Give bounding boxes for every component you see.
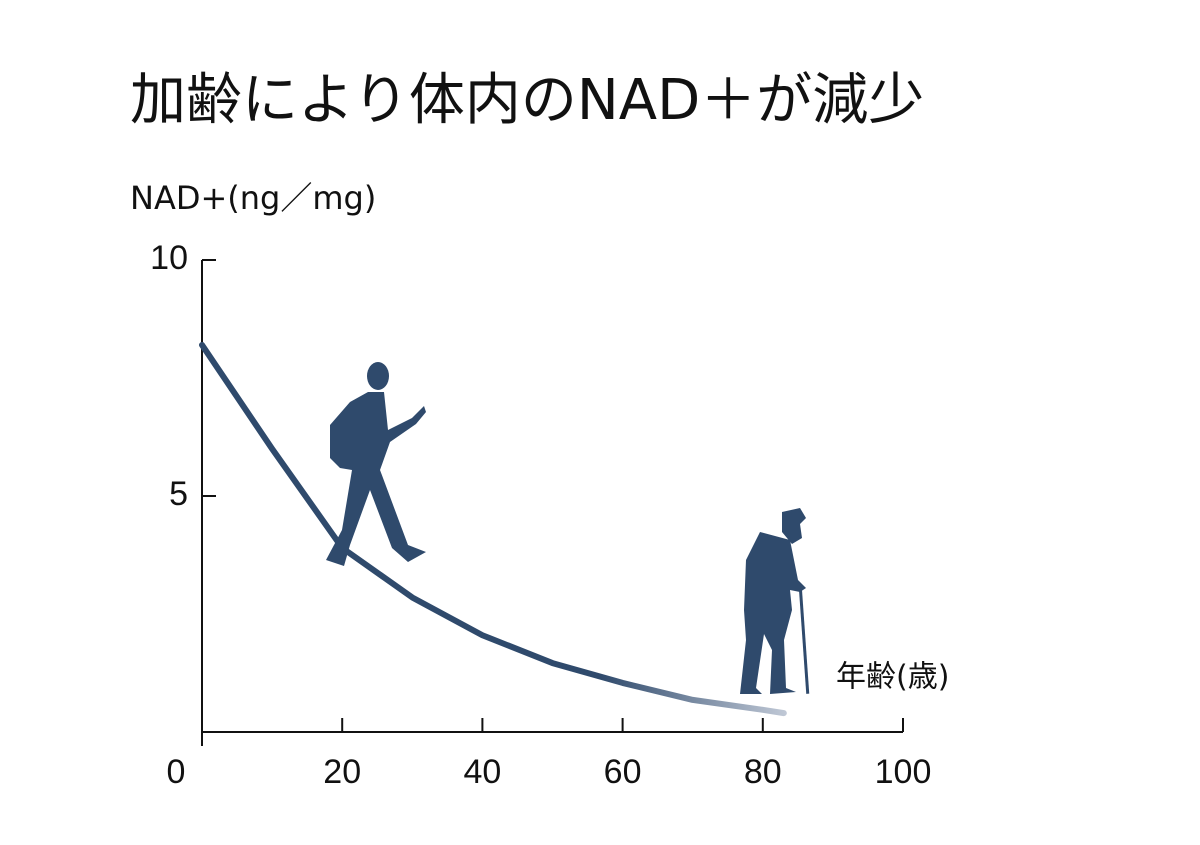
x-tick-label: 0: [167, 753, 186, 791]
chart-title: 加齢により体内のNAD＋が減少: [130, 68, 924, 133]
x-axis-label: 年齢(歳): [836, 660, 949, 695]
elderly-person-icon: [740, 508, 810, 694]
y-axis-label: NAD+(ng／mg): [130, 179, 376, 217]
young-person-icon: [326, 362, 426, 566]
y-tick-label: 5: [169, 475, 188, 513]
x-tick-label: 20: [323, 753, 361, 791]
y-tick-label: 10: [150, 239, 188, 277]
data-line: [199, 341, 787, 717]
x-tick-label: 40: [463, 753, 501, 791]
x-tick-label: 60: [604, 753, 642, 791]
x-tick-label: 100: [875, 753, 932, 791]
x-tick-label: 80: [744, 753, 782, 791]
